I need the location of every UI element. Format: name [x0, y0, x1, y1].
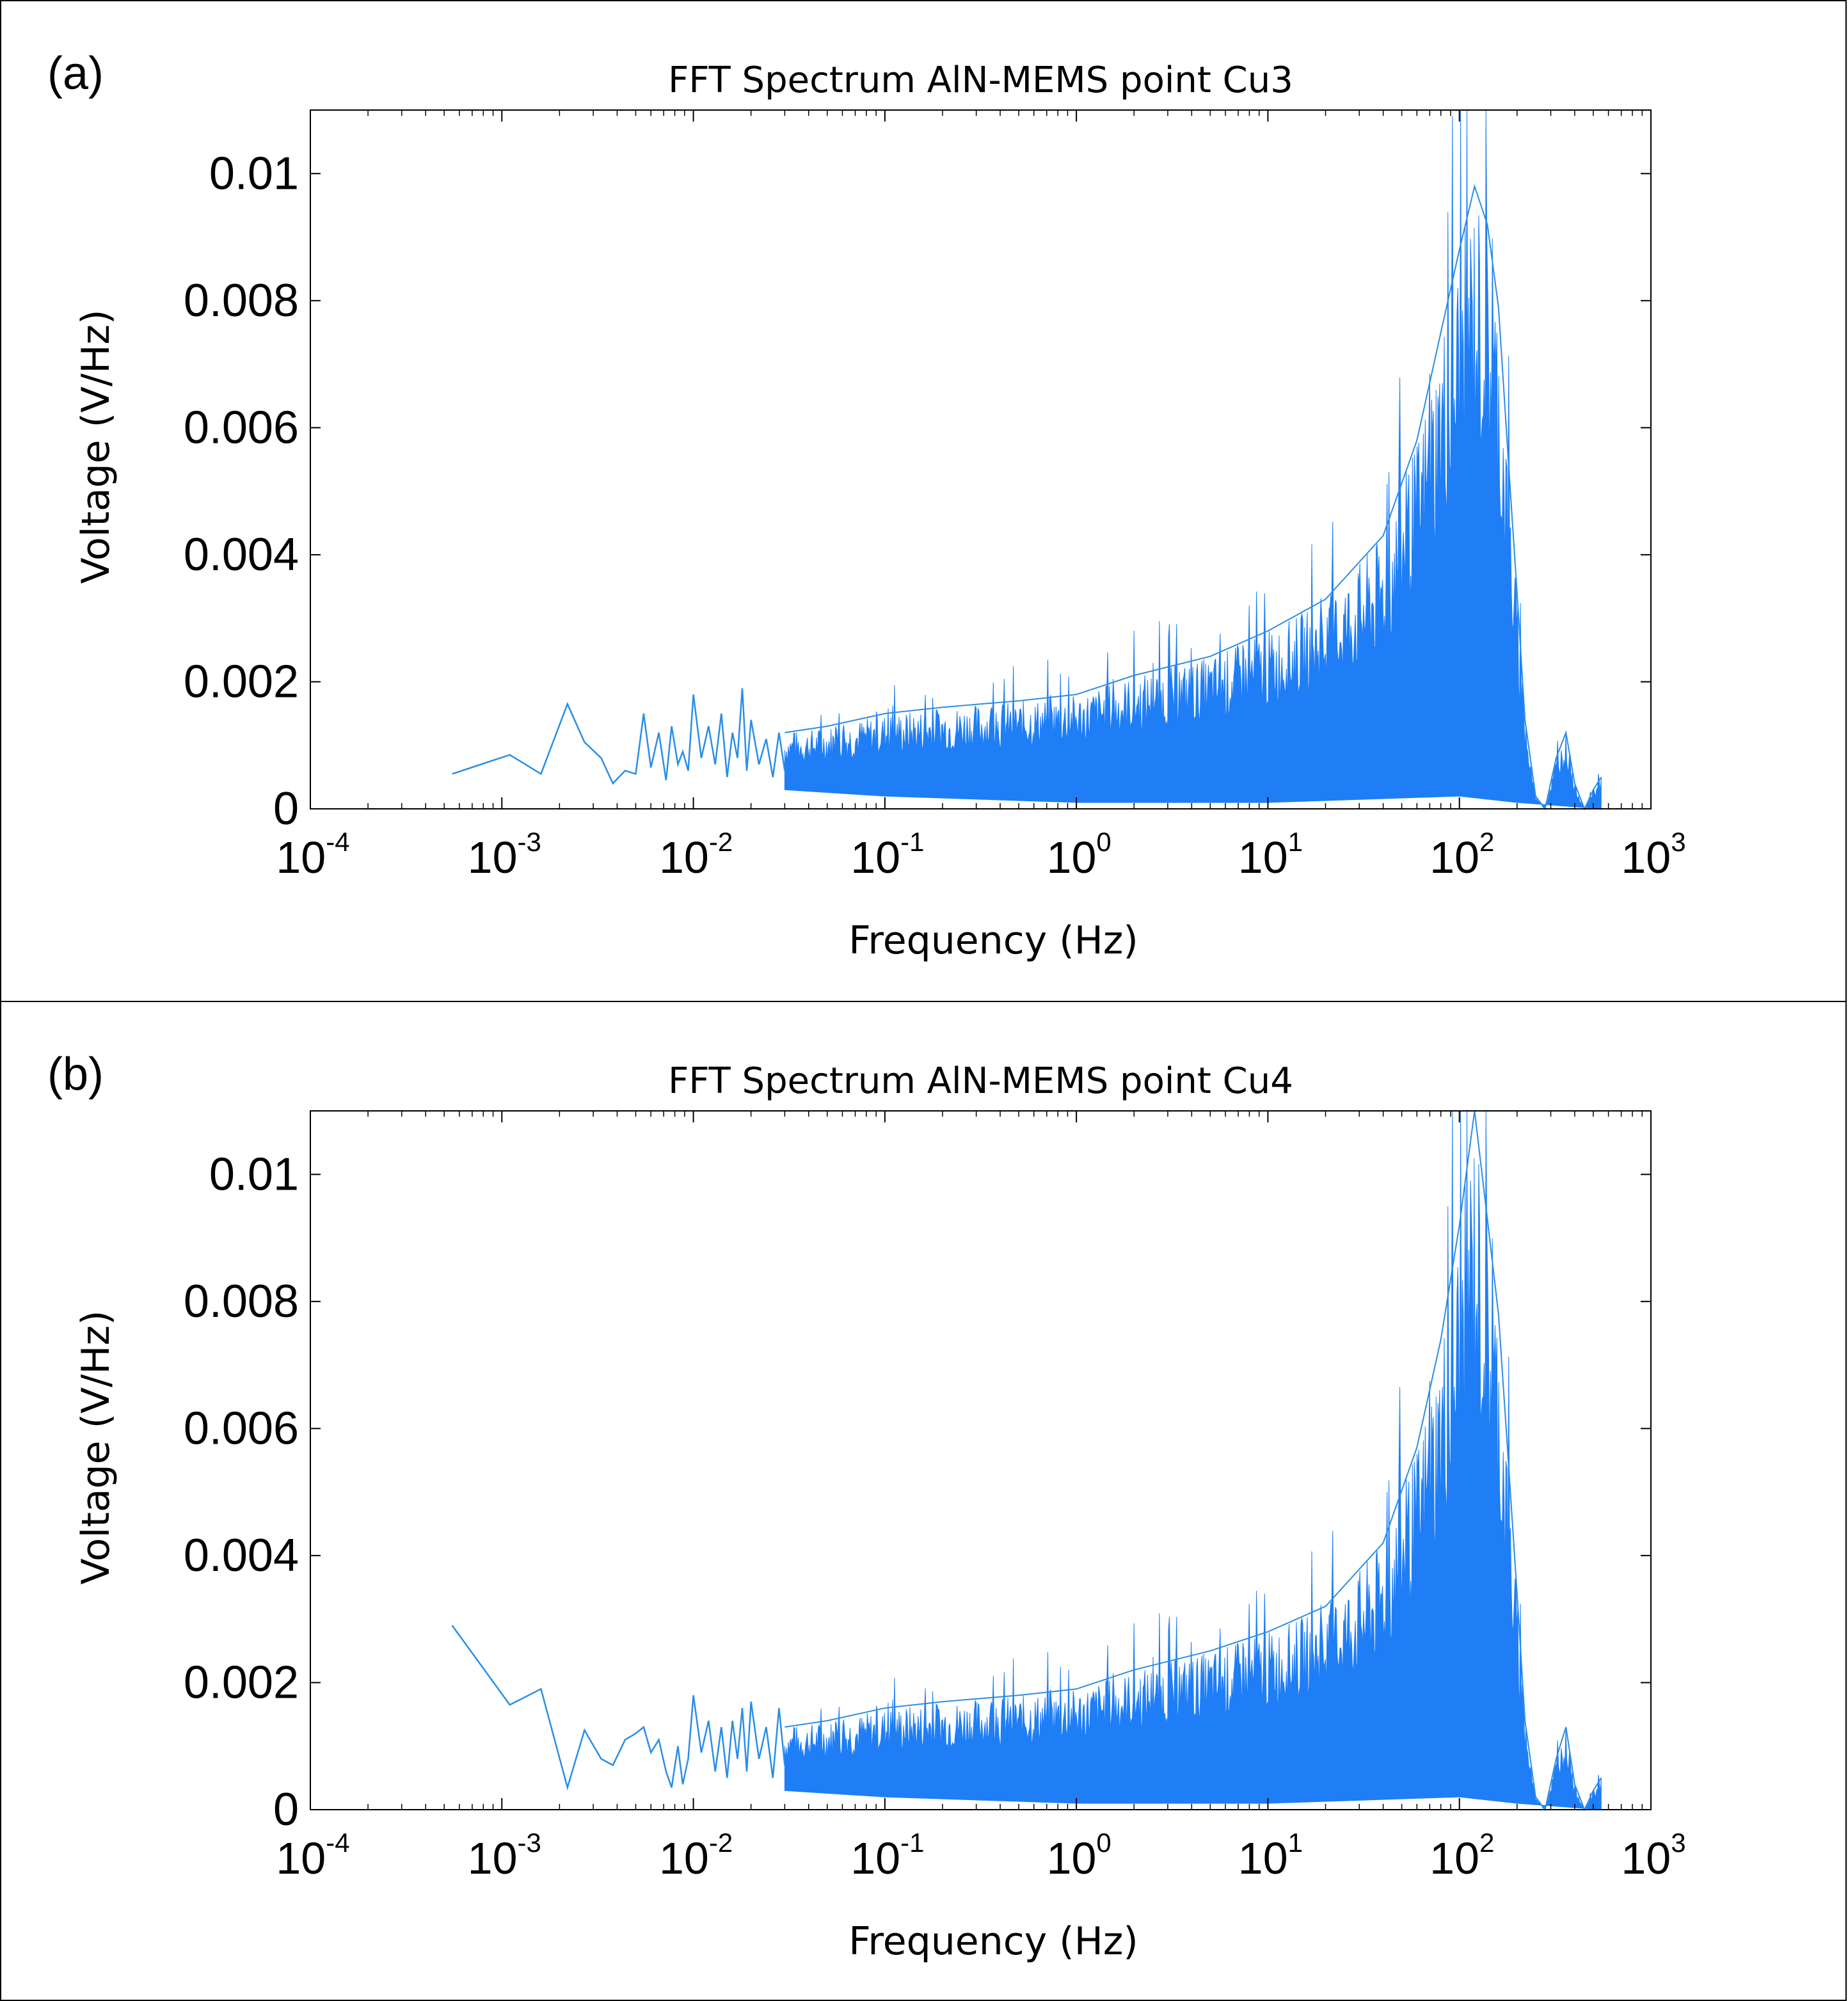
panel-label: (b) — [47, 1049, 104, 1100]
x-tick-label: 103 — [1621, 1828, 1685, 1883]
x-tick-label: 100 — [1047, 1828, 1111, 1883]
x-tick-label: 103 — [1621, 827, 1685, 882]
x-axis-label: Frequency (Hz) — [848, 1919, 1138, 1964]
y-tick-label: 0 — [273, 1784, 299, 1835]
series-sparse-line — [451, 1625, 786, 1790]
y-tick-label: 0.004 — [184, 529, 299, 580]
chart-panel-a: (a) FFT Spectrum AlN-MEMS point Cu3 0 0.00… — [0, 0, 1847, 1002]
x-tick-label: 101 — [1238, 827, 1303, 882]
y-tick-label: 0.004 — [184, 1530, 299, 1581]
chart-title: FFT Spectrum AlN-MEMS point Cu3 — [668, 60, 1293, 101]
chart-panel-b: (b) FFT Spectrum AlN-MEMS point Cu4 0 0.00… — [0, 1001, 1847, 2001]
chart-a: FFT Spectrum AlN-MEMS point Cu3 0 0.002 0.0… — [74, 60, 1686, 963]
y-tick-label: 0.002 — [184, 1657, 299, 1708]
panel-label: (a) — [47, 48, 104, 99]
y-axis-label: Voltage (V/Hz) — [74, 1311, 118, 1585]
y-tick-label: 0.002 — [184, 656, 299, 707]
y-tick-label: 0.006 — [184, 1403, 299, 1454]
y-tick-label: 0.008 — [184, 275, 299, 326]
y-tick-label: 0.01 — [209, 148, 299, 199]
x-tick-label: 10-1 — [850, 827, 924, 882]
x-tick-label: 10-3 — [468, 1828, 541, 1883]
x-tick-label: 101 — [1238, 1828, 1303, 1883]
y-tick-label: 0 — [273, 783, 299, 834]
plot-frame — [310, 1110, 1652, 1810]
series-sparse-line — [452, 688, 786, 785]
series-dense-fill — [784, 109, 1602, 809]
y-tick-label: 0.008 — [184, 1276, 299, 1327]
y-axis-label: Voltage (V/Hz) — [74, 310, 118, 584]
plot-frame — [310, 109, 1652, 809]
series-envelope-line — [785, 1110, 1602, 1812]
x-tick-label: 10-2 — [659, 827, 733, 882]
chart-title: FFT Spectrum AlN-MEMS point Cu4 — [668, 1060, 1293, 1102]
series-dense-fill — [784, 1110, 1602, 1810]
x-tick-label: 10-1 — [850, 1828, 924, 1883]
x-tick-label: 100 — [1047, 827, 1111, 882]
y-tick-label: 0.006 — [184, 402, 299, 453]
series-envelope-line — [785, 184, 1602, 811]
chart-b: FFT Spectrum AlN-MEMS point Cu4 0 0.002 0.0… — [74, 1060, 1686, 1964]
y-tick-label: 0.01 — [209, 1149, 299, 1200]
x-tick-label: 10-3 — [468, 827, 541, 882]
x-tick-label: 10-2 — [659, 1828, 733, 1883]
x-tick-label: 10-4 — [276, 827, 349, 882]
x-tick-label: 102 — [1430, 1828, 1494, 1883]
x-tick-label: 102 — [1430, 827, 1494, 882]
x-tick-label: 10-4 — [276, 1828, 349, 1883]
x-axis-label: Frequency (Hz) — [848, 918, 1138, 963]
